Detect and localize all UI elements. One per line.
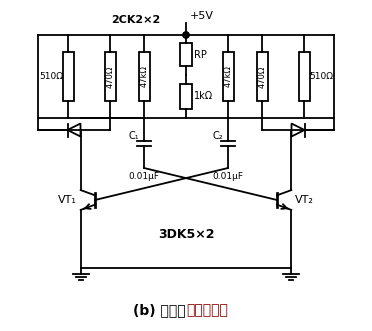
Text: VT₁: VT₁	[58, 195, 77, 205]
Text: 470Ω: 470Ω	[257, 66, 266, 88]
Bar	[257, 52, 267, 101]
Text: C₂: C₂	[212, 130, 223, 140]
Text: 510Ω: 510Ω	[309, 72, 333, 81]
Bar	[62, 52, 74, 101]
Text: RP: RP	[194, 50, 207, 60]
Text: 2CK2×2: 2CK2×2	[111, 15, 161, 25]
Text: (b) 有隔离: (b) 有隔离	[134, 303, 186, 317]
Text: C₁: C₁	[128, 130, 139, 140]
Text: +5V: +5V	[190, 11, 214, 21]
Bar	[138, 52, 150, 101]
Text: 二极管电路: 二极管电路	[186, 303, 228, 317]
Text: 0.01μF: 0.01μF	[128, 172, 160, 181]
Text: VT₂: VT₂	[295, 195, 314, 205]
Text: 0.01μF: 0.01μF	[212, 172, 244, 181]
Text: 470Ω: 470Ω	[106, 66, 115, 88]
Bar	[298, 52, 310, 101]
Circle shape	[183, 32, 189, 38]
Bar	[180, 43, 192, 66]
Text: 47kΩ: 47kΩ	[140, 66, 148, 87]
Circle shape	[183, 32, 189, 38]
Text: 510Ω: 510Ω	[39, 72, 63, 81]
Text: 47kΩ: 47kΩ	[224, 66, 232, 87]
Bar	[180, 84, 192, 109]
Text: 3DK5×2: 3DK5×2	[158, 227, 214, 241]
Text: 1kΩ: 1kΩ	[194, 91, 213, 101]
Bar	[222, 52, 234, 101]
Bar	[105, 52, 115, 101]
